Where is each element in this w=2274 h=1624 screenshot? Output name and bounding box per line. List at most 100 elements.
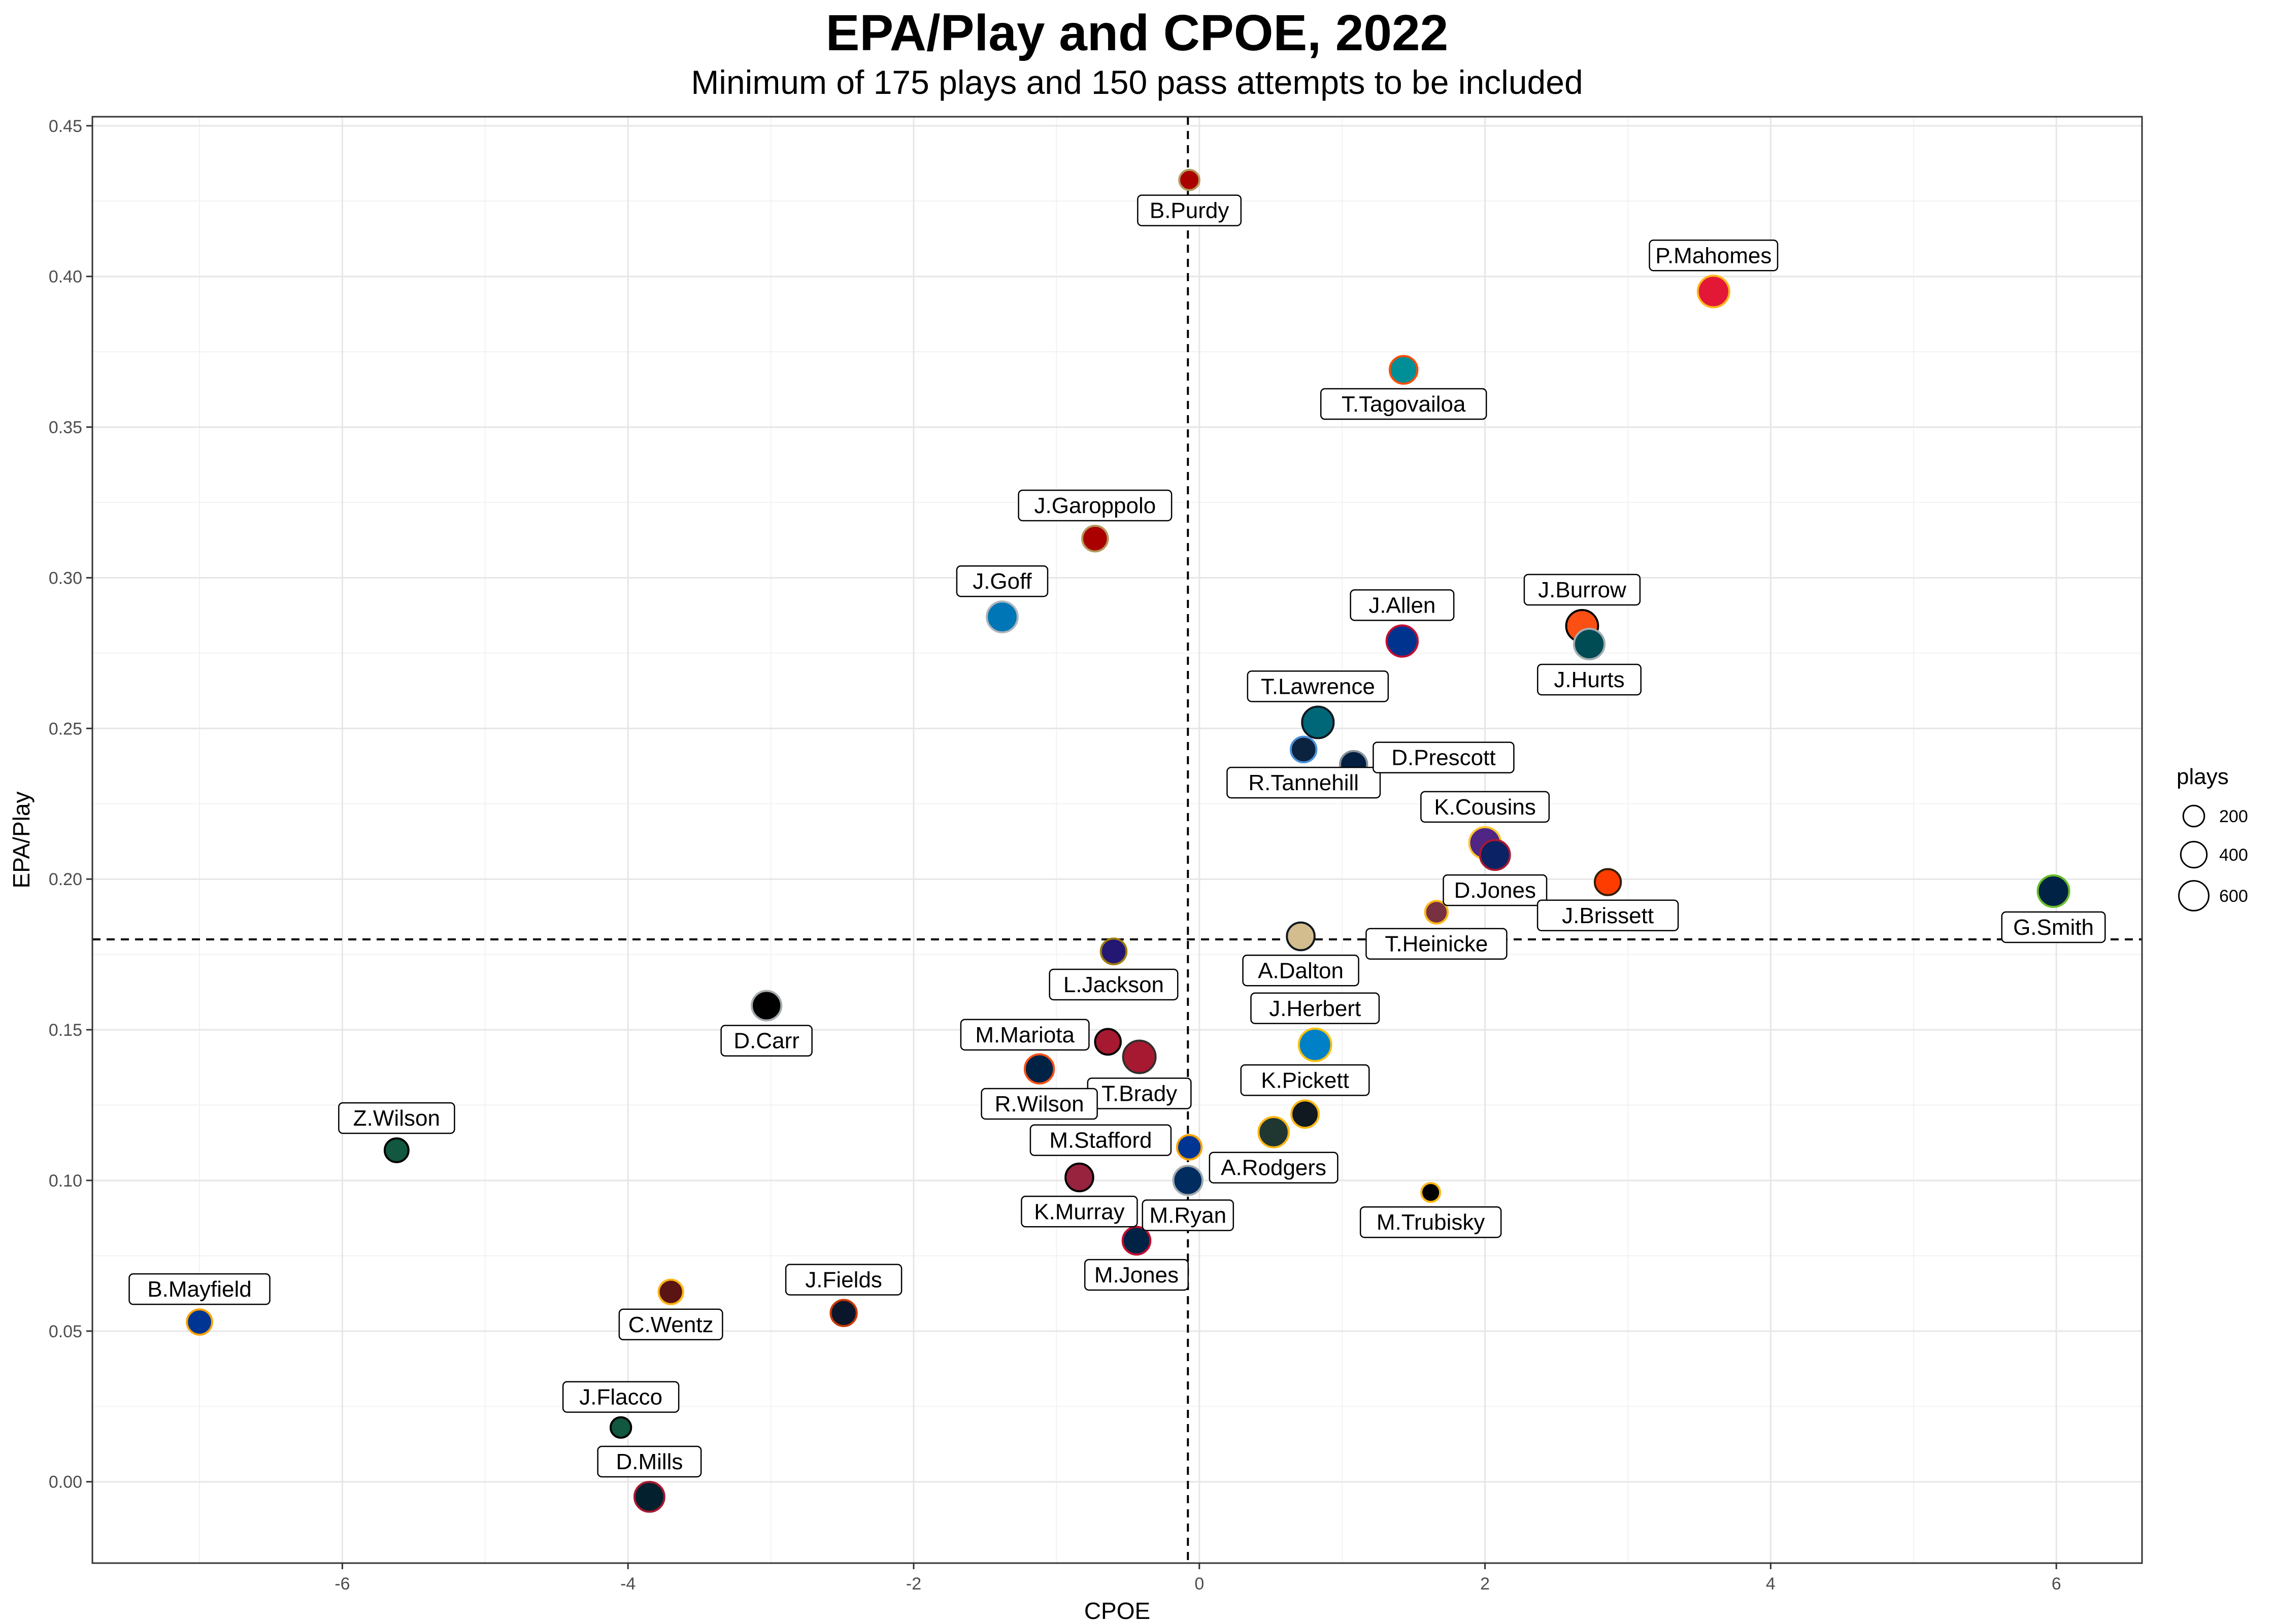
point-label-box <box>1373 741 1515 773</box>
point-label: K.Pickett <box>1240 1064 1370 1096</box>
point-label: D.Prescott <box>1373 741 1515 773</box>
point-label-box <box>1226 766 1381 799</box>
point-label-box <box>1209 1152 1339 1183</box>
data-point <box>1385 624 1419 658</box>
point-label-text: M.Trubisky <box>1377 1210 1485 1235</box>
point-label: M.Jones <box>1084 1259 1189 1291</box>
point-label-box <box>1021 1196 1138 1228</box>
point-label: M.Trubisky <box>1359 1206 1502 1238</box>
x-tick-label: -2 <box>906 1574 921 1594</box>
y-tick-label: 0.35 <box>49 418 82 437</box>
data-point <box>1081 524 1109 553</box>
data-point <box>986 600 1019 634</box>
legend-key <box>2182 804 2205 828</box>
point-label: R.Tannehill <box>1226 766 1381 799</box>
point-label-text: J.Fields <box>805 1268 882 1293</box>
data-point <box>1479 839 1511 871</box>
point-label-box <box>562 1381 680 1413</box>
point-label-text: D.Jones <box>1454 878 1536 903</box>
legend-title: plays <box>2177 764 2229 789</box>
point-label: T.Tagovailoa <box>1320 388 1487 420</box>
y-tick-label: 0.20 <box>49 870 82 889</box>
x-tick-label: -4 <box>620 1574 636 1594</box>
point-label-box <box>1420 791 1550 823</box>
point-label-box <box>1049 968 1179 1001</box>
y-tick-label: 0.40 <box>49 267 82 287</box>
point-label-text: M.Ryan <box>1149 1203 1226 1228</box>
data-point <box>1178 168 1200 191</box>
y-tick-label: 0.45 <box>49 117 82 136</box>
point-label: D.Mills <box>597 1445 702 1478</box>
legend-label: 400 <box>2219 845 2248 865</box>
point-label-box <box>2001 911 2106 943</box>
point-label-text: K.Cousins <box>1434 795 1536 820</box>
point-label-box <box>956 565 1049 597</box>
chart-title: EPA/Play and CPOE, 2022 <box>825 5 1449 61</box>
point-label-text: D.Carr <box>733 1029 799 1054</box>
x-axis-title: CPOE <box>1084 1598 1150 1624</box>
point-label-text: M.Jones <box>1094 1263 1179 1288</box>
legend-key <box>2178 880 2210 911</box>
y-tick-label: 0.30 <box>49 568 82 588</box>
point-label-box <box>1536 899 1679 932</box>
point-label-box <box>128 1273 271 1305</box>
point-label-box <box>785 1264 902 1296</box>
data-point <box>633 1480 665 1513</box>
y-tick-label: 0.25 <box>49 719 82 738</box>
point-label-text: R.Wilson <box>995 1092 1084 1116</box>
point-label: M.Ryan <box>1142 1199 1234 1231</box>
point-label-text: J.Flacco <box>579 1385 662 1410</box>
point-label: J.Allen <box>1350 589 1455 621</box>
point-label-text: R.Tannehill <box>1248 770 1359 795</box>
point-label: J.Goff <box>956 565 1049 597</box>
data-point <box>186 1308 213 1336</box>
point-label-box <box>618 1308 723 1341</box>
point-label: M.Stafford <box>1029 1124 1172 1156</box>
point-label-text: T.Lawrence <box>1261 674 1375 699</box>
x-tick-label: -6 <box>335 1574 350 1594</box>
data-point <box>1289 735 1318 764</box>
data-point <box>1297 1027 1332 1062</box>
point-label-text: J.Burrow <box>1538 578 1626 602</box>
point-label-text: M.Mariota <box>975 1023 1075 1047</box>
point-label: M.Mariota <box>960 1019 1090 1051</box>
point-label-box <box>1029 1124 1172 1156</box>
data-point <box>1424 900 1449 925</box>
point-label-box <box>1247 670 1389 702</box>
point-label: J.Burrow <box>1523 573 1641 606</box>
point-label-text: T.Tagovailoa <box>1342 392 1466 417</box>
point-label-box <box>1142 1199 1234 1231</box>
point-label-text: L.Jackson <box>1063 972 1164 997</box>
point-label: J.Garoppolo <box>1018 489 1173 522</box>
data-point <box>609 1416 632 1439</box>
point-label: J.Flacco <box>562 1381 680 1413</box>
point-label: J.Fields <box>785 1264 902 1296</box>
data-point <box>1290 1099 1320 1129</box>
point-label-text: J.Goff <box>973 569 1032 594</box>
y-tick-label: 0.00 <box>49 1473 82 1492</box>
data-point <box>1301 705 1335 739</box>
x-tick-label: 4 <box>1766 1574 1776 1594</box>
point-labels: B.Purdy P.Mahomes T.Tagovailoa J.Garoppolo J… <box>128 194 2106 1478</box>
data-point <box>1696 275 1730 309</box>
point-label: J.Herbert <box>1250 992 1380 1024</box>
point-label-box <box>1018 489 1173 522</box>
point-label-box <box>1084 1259 1189 1291</box>
point-label-box <box>597 1445 702 1478</box>
data-point <box>1122 1039 1157 1074</box>
data-point <box>657 1278 684 1305</box>
point-label-box <box>1350 589 1455 621</box>
point-label-text: J.Allen <box>1368 593 1435 618</box>
point-label: B.Mayfield <box>128 1273 271 1305</box>
point-label-box <box>1240 1064 1370 1096</box>
y-tick-label: 0.05 <box>49 1322 82 1341</box>
data-point <box>829 1299 858 1327</box>
point-label-box <box>1250 992 1380 1024</box>
point-label: Z.Wilson <box>338 1102 455 1134</box>
point-label: D.Carr <box>720 1025 813 1057</box>
point-label-text: J.Herbert <box>1269 996 1361 1021</box>
point-label-text: A.Rodgers <box>1221 1156 1326 1180</box>
data-point <box>1023 1053 1055 1085</box>
point-label: T.Lawrence <box>1247 670 1389 702</box>
point-label-text: Z.Wilson <box>353 1106 440 1131</box>
